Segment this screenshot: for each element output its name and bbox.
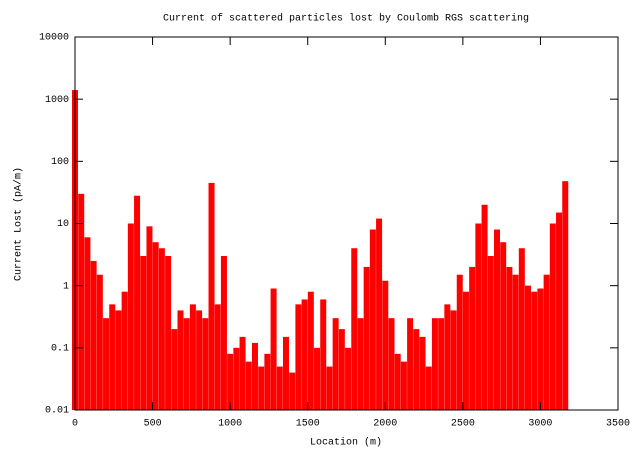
bar (394, 353, 401, 410)
bar (382, 280, 389, 410)
bar (152, 242, 159, 410)
y-tick-label: 10000 (39, 33, 69, 44)
bar (363, 266, 370, 410)
bar (276, 366, 283, 410)
bar (171, 329, 178, 410)
y-axis-label: Current Lost (pA/m) (13, 167, 25, 281)
bar (487, 256, 494, 410)
bar (264, 353, 271, 410)
bar (500, 242, 507, 410)
bar (556, 212, 563, 410)
bar (220, 256, 227, 410)
bar (413, 329, 420, 410)
bar (475, 223, 482, 410)
bar (400, 361, 407, 410)
bar (140, 256, 147, 410)
bar (314, 347, 321, 410)
bar (270, 288, 277, 410)
bar (493, 229, 500, 410)
bar (388, 318, 395, 410)
bar (103, 318, 110, 410)
bar (438, 318, 445, 410)
bar (345, 347, 352, 410)
chart-title: Current of scattered particles lost by C… (163, 13, 529, 25)
bar (127, 223, 134, 410)
bar (506, 266, 513, 410)
bar (282, 336, 289, 410)
bar (369, 229, 376, 410)
bar (419, 336, 426, 410)
x-axis-label: Location (m) (310, 437, 382, 449)
bar (531, 291, 538, 410)
x-tick-label: 1500 (296, 419, 320, 430)
y-tick-label: 100 (51, 157, 69, 168)
bar (525, 285, 532, 410)
bar (189, 304, 196, 410)
bar (518, 248, 525, 410)
bar (165, 256, 172, 410)
bar (251, 342, 258, 410)
bar (146, 226, 153, 410)
bar (326, 366, 333, 410)
bar (245, 361, 252, 410)
bar (84, 237, 91, 410)
x-tick-label: 500 (144, 419, 162, 430)
bar (96, 274, 103, 410)
bar (481, 204, 488, 410)
bar (562, 181, 569, 410)
bar (431, 318, 438, 410)
bar (307, 291, 314, 410)
y-tick-label: 0.1 (51, 343, 69, 354)
bar (177, 310, 184, 410)
bar (239, 336, 246, 410)
bar (301, 299, 308, 410)
bar (407, 318, 414, 410)
x-tick-label: 3000 (528, 419, 552, 430)
bar (357, 318, 364, 410)
bar (134, 195, 141, 410)
bar (202, 318, 209, 410)
x-tick-label: 1000 (218, 419, 242, 430)
bar (456, 274, 463, 410)
bar (320, 299, 327, 410)
bar (258, 366, 265, 410)
y-tick-label: 10 (57, 219, 69, 230)
bar (332, 318, 339, 410)
bar (289, 372, 296, 410)
y-tick-label: 1 (63, 281, 69, 292)
bar (512, 274, 519, 410)
x-tick-label: 2500 (451, 419, 475, 430)
bar (425, 366, 432, 410)
bar (543, 274, 550, 410)
bar (450, 310, 457, 410)
x-tick-label: 2000 (373, 419, 397, 430)
bar (90, 260, 97, 410)
y-tick-label: 0.01 (45, 406, 69, 417)
bar (537, 288, 544, 410)
bar (196, 310, 203, 410)
bar (549, 223, 556, 410)
bar (351, 248, 358, 410)
bar (227, 353, 234, 410)
bar (295, 304, 302, 410)
bar (338, 329, 345, 410)
bar (444, 304, 451, 410)
bar (233, 347, 240, 410)
bar (462, 291, 469, 410)
bar (121, 291, 128, 410)
bar (376, 218, 383, 410)
bar (78, 193, 85, 410)
y-tick-label: 1000 (45, 95, 69, 106)
bar (158, 248, 165, 410)
bar (469, 266, 476, 410)
bar (115, 310, 122, 410)
x-tick-label: 3500 (606, 419, 630, 430)
bar (109, 304, 116, 410)
x-tick-label: 0 (72, 419, 78, 430)
bar (208, 182, 215, 410)
bar (183, 318, 190, 410)
bar (214, 304, 221, 410)
